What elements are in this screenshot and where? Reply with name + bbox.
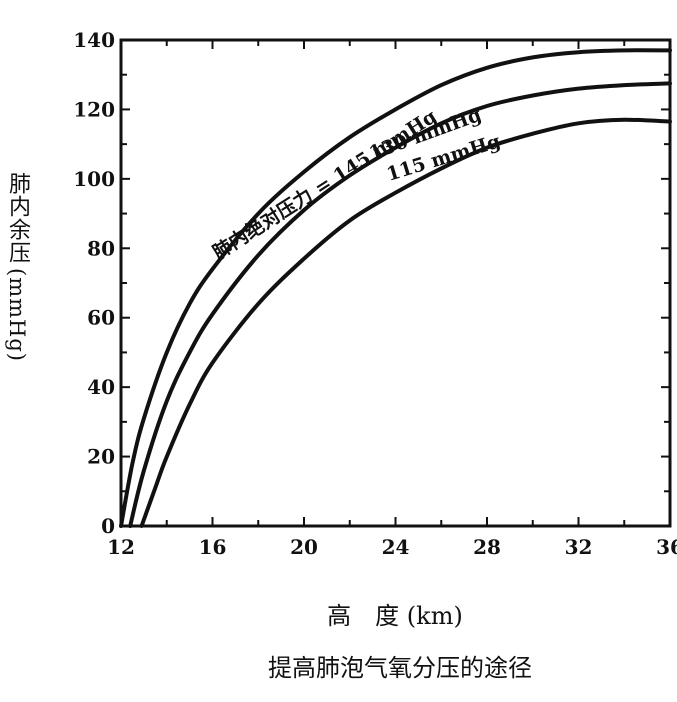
x-tick-label: 12	[107, 535, 135, 559]
figure-caption: 提高肺泡气氧分压的途径	[268, 654, 532, 682]
y-tick-label: 0	[101, 514, 115, 538]
x-tick-label: 20	[290, 535, 318, 559]
y-tick-label: 120	[73, 97, 115, 121]
y-tick-label: 60	[87, 306, 115, 330]
x-tick-label: 16	[199, 535, 227, 559]
series-130-line	[128, 81, 672, 528]
x-tick-label: 24	[382, 535, 410, 559]
series-145-line	[119, 48, 672, 528]
x-axis-label: 高 度 (km)	[327, 602, 463, 630]
y-axis-label-text: 肺内余压	[5, 172, 30, 264]
x-tick-label: 32	[565, 535, 593, 559]
x-tick-label: 28	[473, 535, 501, 559]
y-tick-label: 100	[73, 167, 115, 191]
chart-svg: 12 16 20 24 28 32 36 0 20 40 60 80 100 120 140 肺内绝对压力 …	[73, 28, 677, 559]
y-axis-label-unit: (mmHg)	[5, 268, 29, 362]
y-tick-label: 140	[73, 28, 115, 52]
x-tick-label: 36	[656, 535, 677, 559]
axis-ticks: 12 16 20 24 28 32 36 0 20 40 60 80 100 120 140	[73, 28, 677, 559]
series-115-line	[139, 117, 672, 528]
y-tick-label: 80	[87, 236, 115, 260]
y-axis-label: 肺内余压 (mmHg)	[2, 172, 32, 362]
y-tick-label: 40	[87, 375, 115, 399]
y-tick-label: 20	[87, 445, 115, 469]
series-group	[119, 48, 672, 528]
